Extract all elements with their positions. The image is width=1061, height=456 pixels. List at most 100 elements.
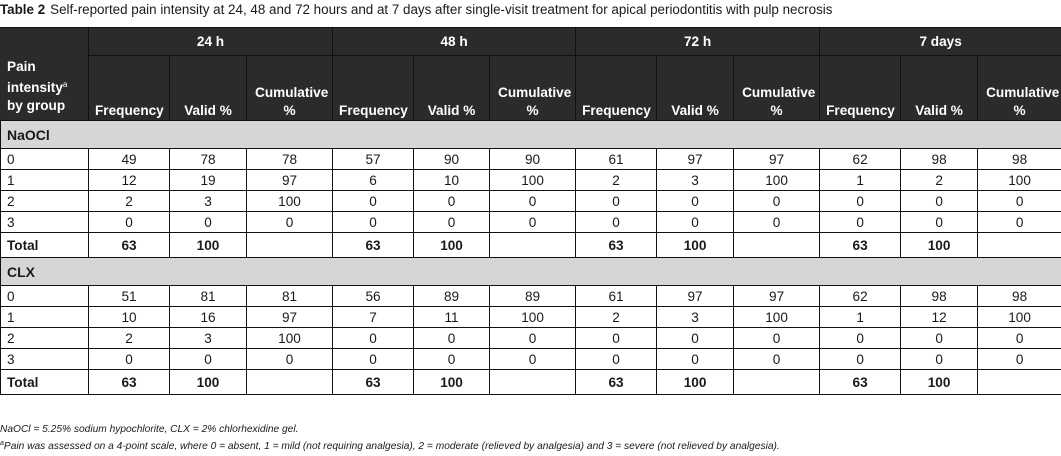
table-cell: 0	[489, 327, 577, 349]
table-cell: 7	[332, 306, 415, 328]
table-cell: 0	[733, 211, 821, 233]
corner-footnote-marker: a	[62, 80, 68, 89]
table-cell: 6	[332, 169, 415, 191]
table-body: NaOCl 0 49 78 78 57 90 90 61 97 97 62 98 98 1 12 19 97 6 10…	[0, 120, 1061, 395]
subheader-frequency-3: Frequency	[575, 55, 658, 121]
table-cell: 0	[977, 327, 1061, 349]
subheader-frequency-4: Frequency	[819, 55, 902, 121]
corner-line-3: by group	[7, 98, 66, 113]
table-cell: 0	[489, 190, 577, 212]
table-caption-label: Table 2	[0, 2, 46, 17]
table-cell: 0	[656, 190, 735, 212]
total-cell: 63	[88, 232, 170, 258]
total-cell: 63	[575, 232, 658, 258]
table-cell: 56	[332, 285, 415, 307]
table-cell: 0	[733, 327, 821, 349]
table-cell: 0	[900, 190, 979, 212]
table-cell: 0	[977, 348, 1061, 370]
table-row: 0 49 78 78 57 90 90 61 97 97 62 98 98	[0, 148, 1061, 170]
total-cell	[245, 232, 334, 258]
period-header-7days: 7 days	[819, 27, 1061, 56]
table-cell: 19	[169, 169, 247, 191]
group-row: NaOCl	[0, 120, 1061, 149]
table-cell: 3	[656, 169, 735, 191]
subheader-cumulative-4: Cumulative %	[977, 55, 1061, 121]
table-row: 2 2 3 100 0 0 0 0 0 0 0 0 0	[0, 327, 1061, 349]
table-cell: 62	[819, 285, 902, 307]
table-cell: 81	[245, 285, 334, 307]
subheader-valid-2: Valid %	[413, 55, 491, 121]
total-label: Total	[0, 369, 89, 395]
table-cell: 0	[575, 211, 658, 233]
table-cell: 0	[413, 211, 491, 233]
total-cell: 100	[169, 369, 247, 395]
table-cell: 0	[733, 190, 821, 212]
table-cell: 0	[413, 348, 491, 370]
table-cell: 0	[413, 327, 491, 349]
total-cell: 100	[900, 232, 979, 258]
pain-level-cell: 2	[0, 327, 89, 349]
pain-level-cell: 2	[0, 190, 89, 212]
table-cell: 2	[575, 169, 658, 191]
pain-level-cell: 1	[0, 306, 89, 328]
table-cell: 0	[656, 211, 735, 233]
table-cell: 1	[819, 169, 902, 191]
total-cell	[245, 369, 334, 395]
table-cell: 100	[977, 169, 1061, 191]
period-header-48h: 48 h	[332, 27, 577, 56]
pain-level-cell: 3	[0, 211, 89, 233]
table-cell: 61	[575, 148, 658, 170]
table-cell: 3	[169, 190, 247, 212]
table-cell: 0	[88, 348, 170, 370]
table-cell: 98	[900, 285, 979, 307]
table-cell: 89	[413, 285, 491, 307]
table-cell: 1	[819, 306, 902, 328]
total-label: Total	[0, 232, 89, 258]
table-cell: 12	[900, 306, 979, 328]
group-label: NaOCl	[0, 120, 1061, 149]
table-cell: 57	[332, 148, 415, 170]
table-cell: 78	[169, 148, 247, 170]
table-cell: 0	[819, 348, 902, 370]
table-cell: 0	[575, 327, 658, 349]
footnote-pain-scale: aPain was assessed on a 4-point scale, w…	[0, 440, 780, 452]
total-cell: 100	[656, 369, 735, 395]
total-cell	[977, 369, 1061, 395]
pain-level-cell: 0	[0, 148, 89, 170]
table-cell: 0	[819, 327, 902, 349]
table-cell: 2	[88, 327, 170, 349]
table-cell: 16	[169, 306, 247, 328]
table-cell: 100	[489, 306, 577, 328]
period-header-24h: 24 h	[87, 27, 334, 56]
table-cell: 100	[489, 169, 577, 191]
table-cell: 100	[733, 169, 821, 191]
table-cell: 0	[656, 327, 735, 349]
group-row: CLX	[0, 257, 1061, 286]
footnote-pain-scale-text: Pain was assessed on a 4-point scale, wh…	[3, 441, 780, 452]
pain-level-cell: 3	[0, 348, 89, 370]
table-caption-text: Self-reported pain intensity at 24, 48 a…	[50, 2, 833, 17]
table-cell: 0	[819, 211, 902, 233]
table-cell: 2	[575, 306, 658, 328]
total-cell	[977, 232, 1061, 258]
table-cell: 0	[489, 211, 577, 233]
table-cell: 0	[332, 211, 415, 233]
table-cell: 49	[88, 148, 170, 170]
table-cell: 0	[575, 348, 658, 370]
table-cell: 11	[413, 306, 491, 328]
table-cell: 98	[977, 285, 1061, 307]
total-cell	[489, 232, 577, 258]
total-row: Total 63 100 63 100 63 100 63 100	[0, 369, 1061, 395]
table-cell: 0	[245, 211, 334, 233]
table-cell: 3	[656, 306, 735, 328]
sub-header-row: Frequency Valid % Cumulative % Frequency Val…	[1, 55, 1061, 121]
table-cell: 100	[733, 306, 821, 328]
table-cell: 0	[489, 348, 577, 370]
table-cell: 0	[819, 190, 902, 212]
period-header-row: Pain intensitya by group 24 h 48 h 72 h …	[0, 27, 1061, 121]
total-cell: 63	[819, 232, 902, 258]
table-cell: 0	[245, 348, 334, 370]
total-cell	[733, 232, 821, 258]
total-cell: 100	[656, 232, 735, 258]
